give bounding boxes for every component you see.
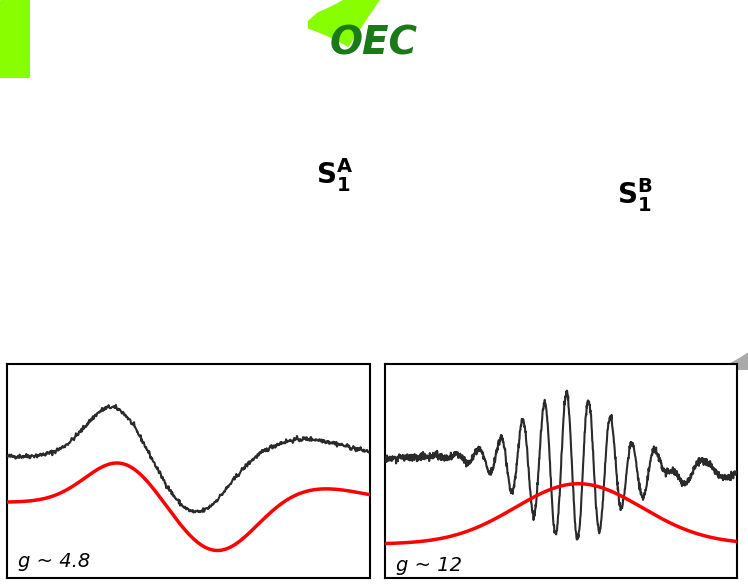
- Circle shape: [147, 7, 173, 33]
- Text: 4: 4: [301, 0, 748, 526]
- Text: OEC: OEC: [330, 25, 418, 63]
- Circle shape: [151, 109, 199, 156]
- Circle shape: [645, 45, 670, 70]
- Polygon shape: [560, 176, 605, 220]
- Text: $\mathbf{S_1^A}$: $\mathbf{S_1^A}$: [316, 156, 354, 194]
- Circle shape: [256, 191, 274, 209]
- Text: g ~ 12: g ~ 12: [396, 556, 462, 575]
- Circle shape: [533, 93, 558, 119]
- Circle shape: [551, 109, 599, 156]
- Text: 3: 3: [0, 0, 501, 586]
- Circle shape: [230, 45, 255, 70]
- Polygon shape: [144, 176, 190, 220]
- Circle shape: [192, 93, 218, 119]
- Text: g ~ 4.8: g ~ 4.8: [19, 552, 91, 571]
- Circle shape: [671, 168, 689, 187]
- Circle shape: [316, 41, 334, 59]
- Circle shape: [159, 146, 184, 171]
- Circle shape: [536, 49, 584, 96]
- Text: $\mathbf{S_1^B}$: $\mathbf{S_1^B}$: [617, 176, 653, 214]
- Circle shape: [529, 33, 554, 59]
- Text: 1: 1: [234, 0, 748, 526]
- Text: 2: 2: [197, 0, 748, 466]
- Text: 3: 3: [249, 0, 748, 586]
- Circle shape: [494, 45, 521, 70]
- Circle shape: [563, 175, 575, 187]
- Circle shape: [99, 49, 147, 96]
- Circle shape: [551, 0, 577, 14]
- Circle shape: [498, 0, 547, 36]
- Circle shape: [125, 11, 150, 36]
- Circle shape: [604, 49, 652, 96]
- Circle shape: [196, 33, 221, 59]
- Text: 1: 1: [0, 0, 516, 526]
- Circle shape: [148, 175, 160, 187]
- Circle shape: [476, 191, 494, 209]
- Circle shape: [144, 93, 169, 119]
- Circle shape: [581, 93, 607, 119]
- Circle shape: [80, 45, 105, 70]
- Circle shape: [600, 11, 625, 36]
- Circle shape: [641, 221, 659, 239]
- Circle shape: [416, 41, 434, 59]
- Circle shape: [566, 146, 592, 171]
- Circle shape: [175, 175, 187, 187]
- Text: 4: 4: [0, 0, 449, 526]
- Text: 2: 2: [0, 0, 554, 466]
- Circle shape: [174, 0, 199, 14]
- Circle shape: [577, 7, 603, 33]
- Circle shape: [61, 168, 79, 187]
- Circle shape: [203, 0, 251, 36]
- Circle shape: [563, 175, 575, 187]
- Circle shape: [166, 49, 214, 96]
- Circle shape: [91, 221, 109, 239]
